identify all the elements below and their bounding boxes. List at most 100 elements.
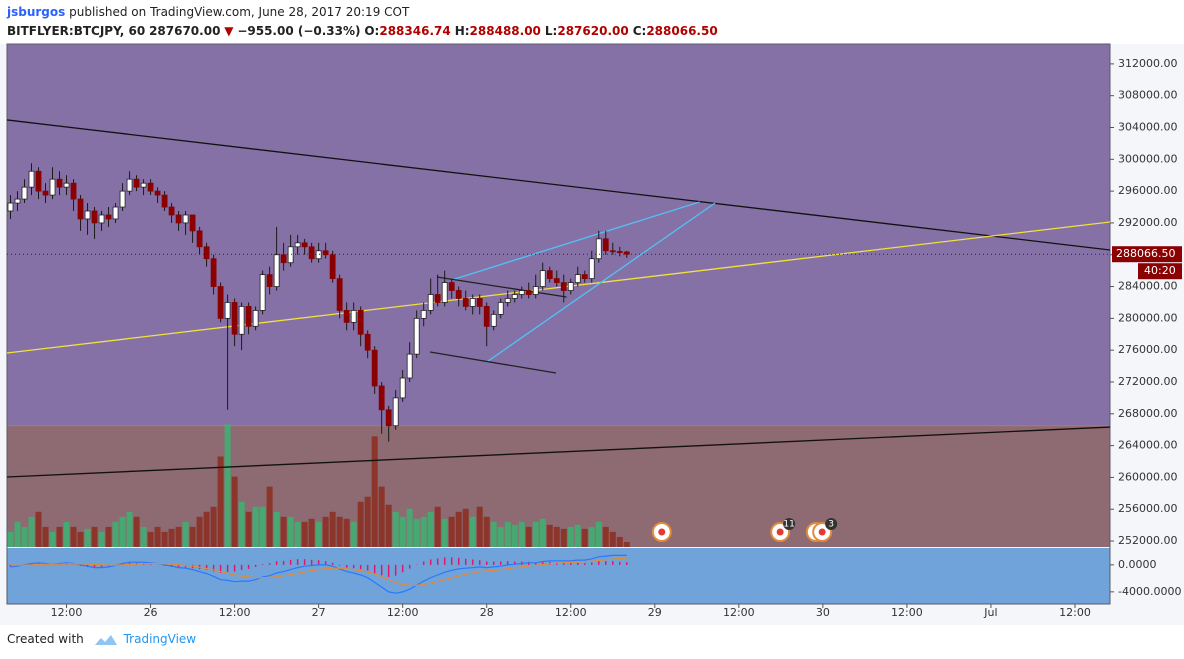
candle-body	[602, 238, 609, 252]
candle-body	[238, 306, 245, 335]
y-tick-label: 292000.00	[1118, 216, 1178, 229]
candle-body	[546, 270, 553, 280]
volume-bar	[7, 531, 14, 547]
candle-body	[518, 290, 525, 295]
volume-bar	[595, 521, 602, 547]
candle-body	[616, 251, 623, 253]
volume-bar	[588, 526, 595, 547]
x-tick-label: 12:00	[219, 606, 251, 619]
volume-bar	[490, 521, 497, 547]
volume-bar	[259, 506, 266, 547]
pane-border	[6, 43, 1111, 605]
volume-bar	[553, 526, 560, 547]
candle-body	[560, 282, 567, 291]
macd-y-tick-label: -4000.0000	[1118, 585, 1181, 598]
change: −955.00 (−0.33%)	[237, 24, 361, 38]
volume-bar	[273, 511, 280, 547]
y-tick-label: 264000.00	[1118, 439, 1178, 452]
macd-y-tick-label: 0.0000	[1118, 558, 1157, 571]
candle-body	[322, 250, 329, 256]
ohlc-value: 288346.74	[379, 24, 451, 38]
candle-body	[567, 282, 574, 291]
volume-bar	[231, 476, 238, 547]
volume-bar	[448, 516, 455, 547]
volume-bar	[98, 531, 105, 547]
candle-body	[140, 182, 147, 188]
volume-bar	[294, 521, 301, 547]
candle-body	[182, 214, 189, 224]
event-dot	[658, 528, 666, 536]
volume-bar	[308, 518, 315, 547]
ohlc-label: O:	[364, 24, 380, 38]
volume-bar	[168, 528, 175, 547]
volume-bar	[406, 508, 413, 547]
macd-line	[10, 557, 627, 586]
candle-body	[175, 214, 182, 224]
trend-line	[6, 426, 1111, 478]
candle-body	[147, 182, 154, 192]
candle-body	[91, 210, 98, 224]
volume-bar	[357, 501, 364, 547]
volume-bar	[427, 511, 434, 547]
candle-body	[462, 298, 469, 307]
candle-body	[595, 238, 602, 260]
volume-bar	[301, 521, 308, 547]
volume-bar	[343, 518, 350, 547]
volume-bar	[616, 536, 623, 547]
x-tick-label: Jul	[983, 606, 997, 619]
y-tick-label: 280000.00	[1118, 311, 1178, 324]
candle-body	[336, 278, 343, 311]
author[interactable]: jsburgos	[7, 5, 66, 19]
candle-body	[217, 286, 224, 319]
candle-body	[427, 294, 434, 311]
volume-bar	[105, 526, 112, 547]
volume-bar	[392, 511, 399, 547]
volume-bar	[399, 516, 406, 547]
volume-bar	[546, 524, 553, 547]
candle-body	[434, 294, 441, 303]
volume-bar	[378, 486, 385, 547]
candle-body	[294, 242, 301, 248]
ohlc-value: 287620.00	[557, 24, 629, 38]
trend-line	[6, 221, 1111, 354]
volume-bar	[217, 456, 224, 547]
candle-body	[112, 206, 119, 220]
volume-bar	[287, 516, 294, 547]
volume-bar	[56, 526, 63, 547]
volume-bar	[560, 528, 567, 547]
publish-line: jsburgos published on TradingView.com, J…	[7, 3, 722, 22]
volume-bar	[504, 521, 511, 547]
volume-bar	[210, 506, 217, 547]
candle-body	[364, 333, 371, 351]
candle-body	[483, 306, 490, 327]
volume-bar	[483, 516, 490, 547]
candle-body	[287, 246, 294, 264]
candle-body	[420, 310, 427, 319]
candle-body	[77, 198, 84, 220]
candle-body	[623, 251, 630, 255]
x-tick-label: 12:00	[51, 606, 83, 619]
brand[interactable]: TradingView	[123, 632, 197, 646]
footer: Created with TradingView	[7, 632, 196, 647]
volume-bar	[154, 526, 161, 547]
volume-bar	[455, 511, 462, 547]
volume-bar	[525, 526, 532, 547]
candle-body	[406, 353, 413, 379]
candle-body	[301, 242, 308, 248]
macd-pane	[7, 548, 1110, 604]
candle-body	[504, 298, 511, 303]
volume-bar	[350, 521, 357, 547]
volume-bar	[336, 516, 343, 547]
candle-body	[21, 186, 28, 200]
candle-body	[119, 190, 126, 208]
candle-body	[273, 254, 280, 287]
volume-bar	[63, 521, 70, 547]
volume-bar	[182, 521, 189, 547]
candle-body	[308, 246, 315, 260]
trend-line	[6, 119, 1111, 251]
candle-body	[609, 250, 616, 253]
event-badge-bg	[783, 518, 796, 530]
trend-line	[436, 276, 567, 298]
candle-body	[497, 302, 504, 315]
candle-body	[371, 349, 378, 387]
